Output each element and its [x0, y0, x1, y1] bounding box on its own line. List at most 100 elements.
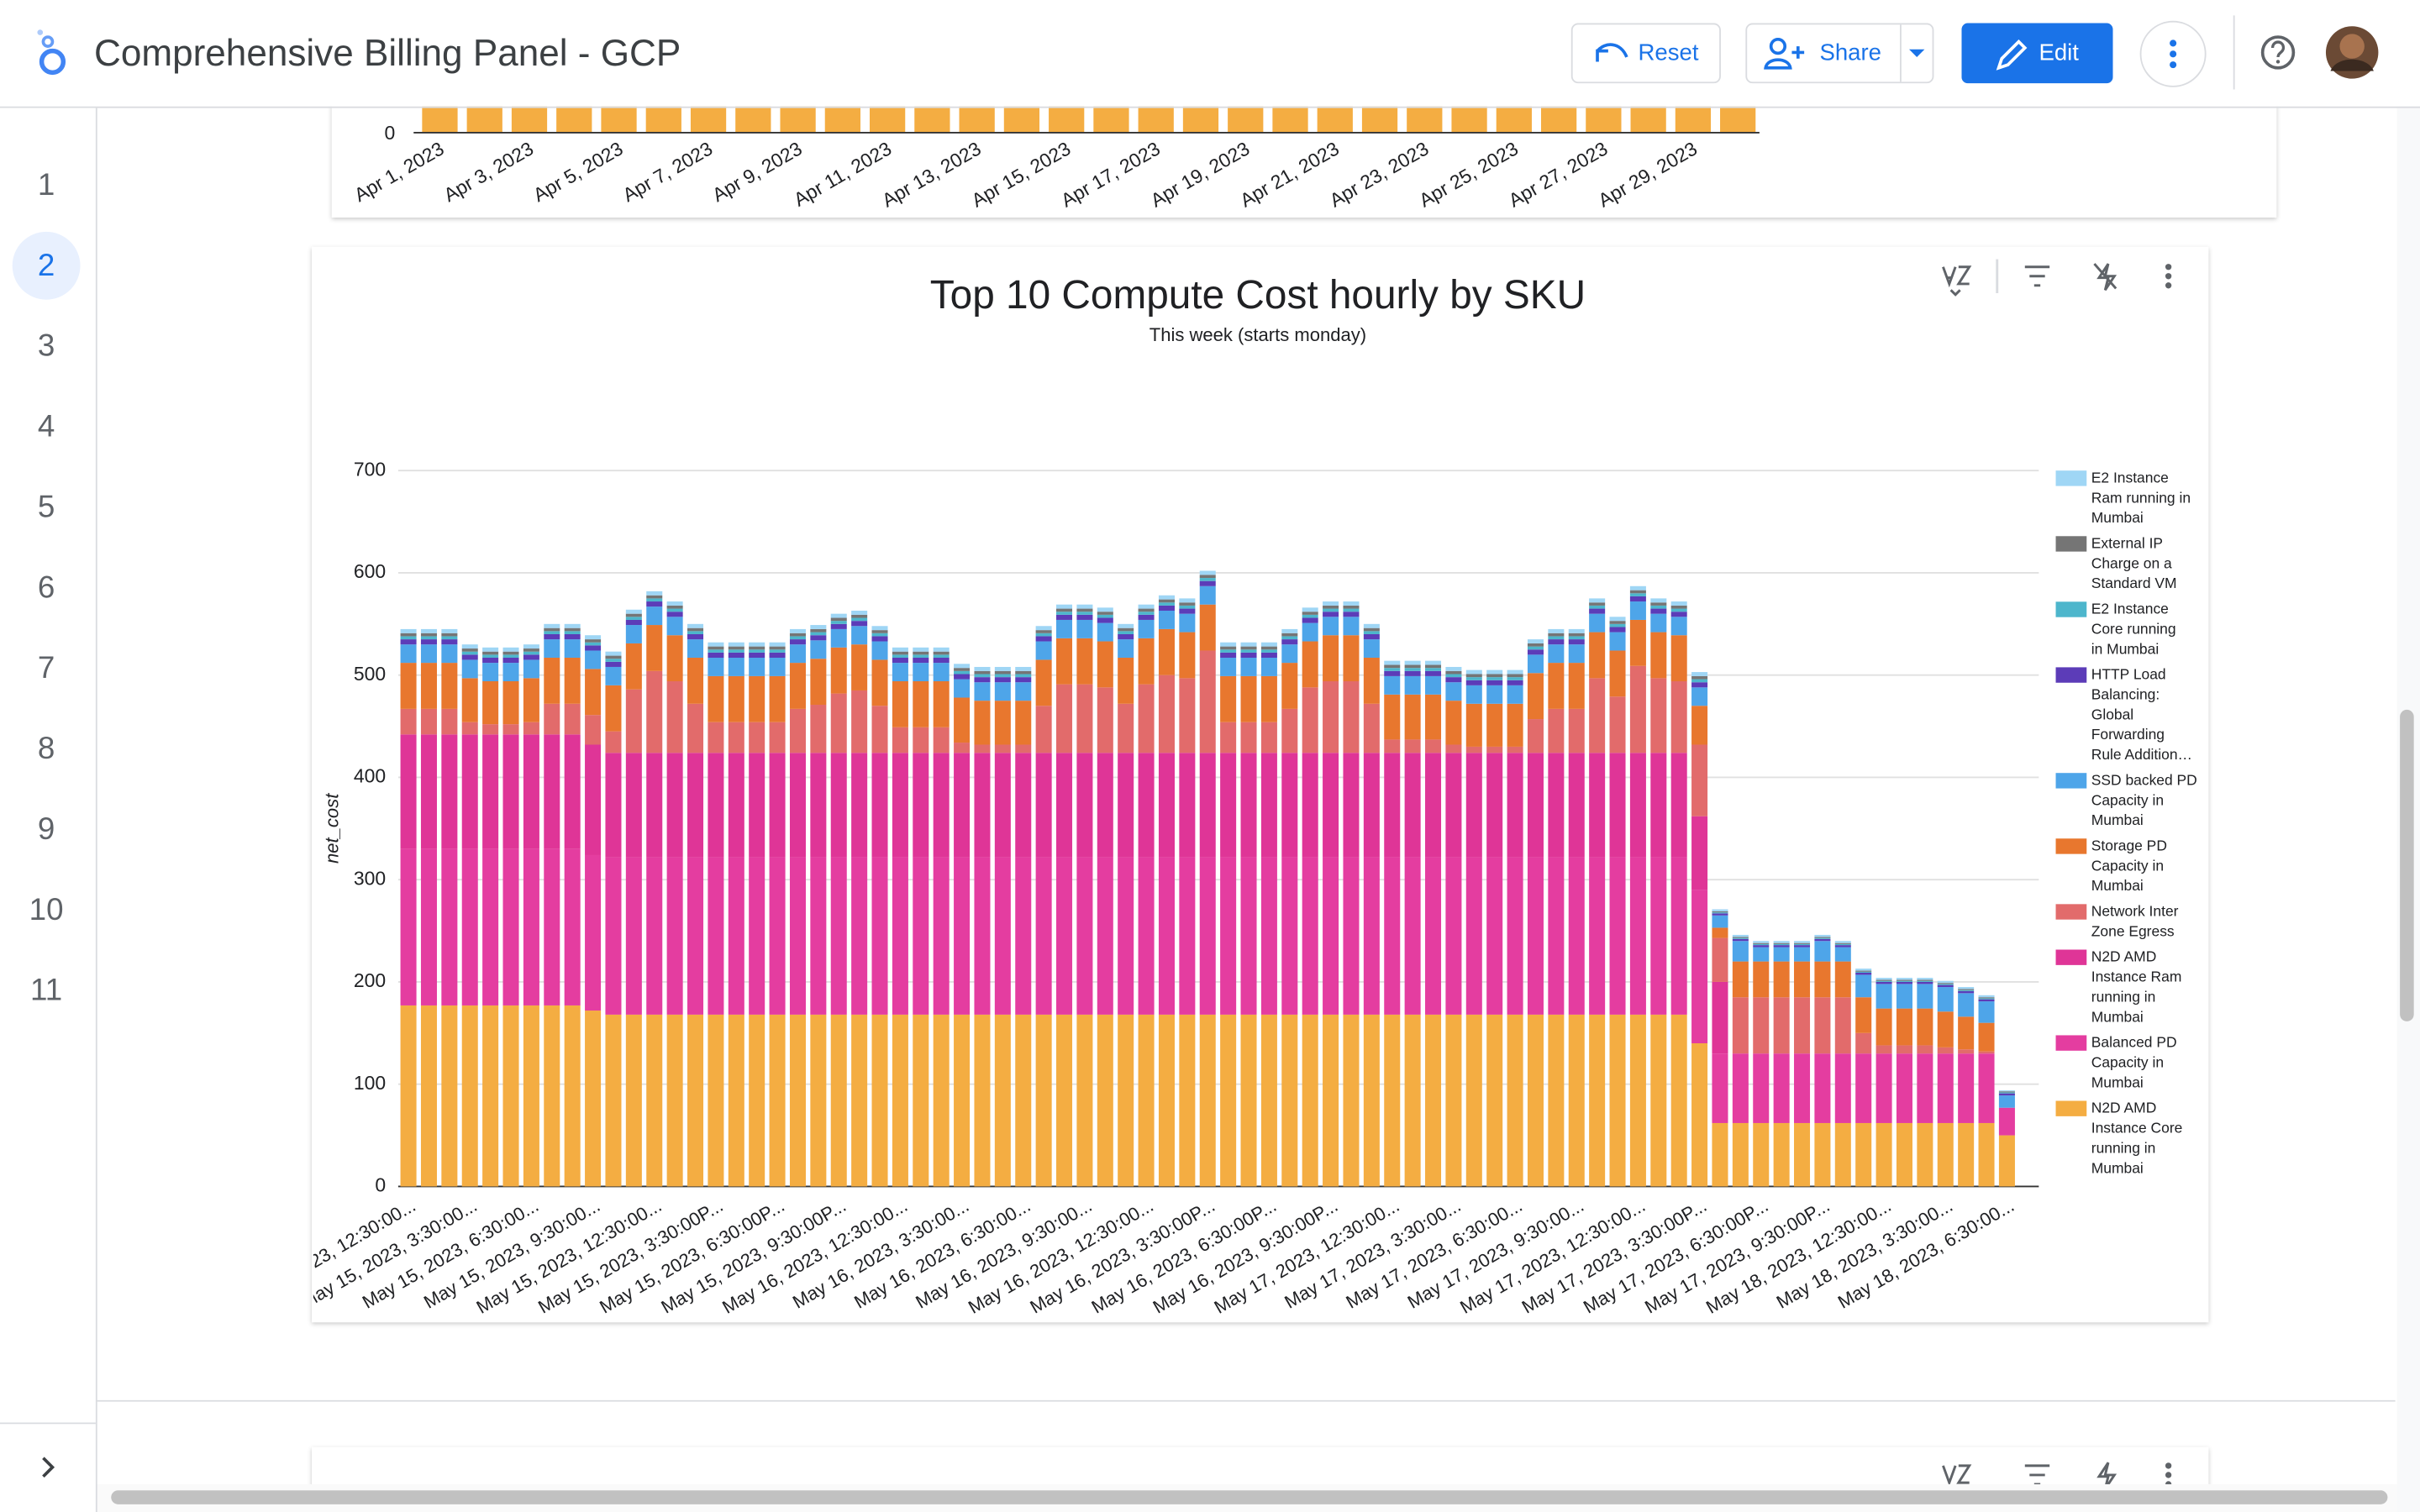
bar-segment: [1568, 1014, 1585, 1187]
bar-segment: [1445, 670, 1462, 675]
bar-segment: [1978, 1022, 1995, 1052]
bar-segment: [1015, 1014, 1032, 1187]
bar-segment: [871, 626, 888, 631]
expand-button[interactable]: [42, 1457, 55, 1478]
interaction-icon[interactable]: [2093, 263, 2118, 291]
share-button[interactable]: Share: [1745, 23, 1934, 84]
bar-segment: [400, 663, 417, 709]
page-number[interactable]: 9: [38, 811, 55, 846]
bar-segment: [974, 857, 991, 1015]
bar-segment: [441, 734, 458, 849]
bar-segment: [1138, 608, 1155, 612]
bar-segment: [441, 633, 458, 637]
bar-segment: [1199, 580, 1216, 586]
button-label[interactable]: Reset: [1639, 39, 1699, 66]
bar-segment: [646, 670, 663, 753]
bar-segment: [564, 631, 581, 635]
bar-segment: [1855, 969, 1872, 971]
y-tick-label: 300: [354, 867, 386, 889]
bar-segment: [1138, 612, 1155, 615]
bar-segment: [892, 658, 908, 664]
scroll-thumb[interactable]: [2400, 709, 2414, 1021]
bar-segment: [1917, 979, 1933, 981]
bar-segment: [1240, 646, 1257, 650]
avatar[interactable]: [2325, 26, 2379, 79]
bar-segment: [1917, 981, 1933, 984]
bar-segment: [1855, 997, 1872, 1033]
bar-segment: [1343, 608, 1360, 612]
page-number[interactable]: 2: [38, 248, 55, 282]
filter-icon[interactable]: [2024, 265, 2050, 287]
bar-segment: [502, 681, 519, 725]
bar-segment: [1035, 633, 1052, 637]
bar-segment: [1753, 942, 1770, 944]
bar-segment: [1548, 644, 1565, 664]
page-number[interactable]: 3: [38, 328, 55, 363]
bar-segment: [1978, 1051, 1995, 1054]
bar-segment: [1138, 1014, 1155, 1187]
help-button[interactable]: [2260, 35, 2296, 70]
bar-segment: [1465, 703, 1482, 747]
page-number[interactable]: 5: [38, 489, 55, 523]
more-button[interactable]: [2139, 20, 2207, 87]
bar-segment: [687, 658, 704, 704]
bar-segment: [749, 642, 765, 647]
bar-segment: [1343, 605, 1360, 609]
bar-segment: [1589, 753, 1606, 858]
bar-segment: [933, 753, 950, 858]
sort-icon[interactable]: [1942, 265, 1972, 297]
bar-segment: [605, 659, 622, 662]
bar-segment: [810, 635, 827, 641]
bar-segment: [400, 636, 417, 640]
bar-segment: [1958, 1053, 1975, 1123]
more-icon[interactable]: [2165, 264, 2172, 289]
bar-segment: [1814, 1122, 1831, 1187]
bar-segment: [1445, 744, 1462, 753]
bar-segment: [1589, 632, 1606, 679]
bar-segment: [728, 1014, 744, 1187]
bar-segment: [1896, 984, 1912, 1009]
bar-segment: [461, 1005, 478, 1187]
edit-button[interactable]: Edit: [1961, 23, 2113, 84]
bar-segment: [1076, 614, 1093, 620]
button-label[interactable]: Share: [1819, 39, 1881, 66]
more-icon[interactable]: [2165, 1462, 2172, 1488]
reset-button[interactable]: Reset: [1570, 23, 1721, 84]
page-number[interactable]: 10: [29, 892, 64, 927]
sort-icon[interactable]: [1942, 1464, 1972, 1487]
page-number[interactable]: 7: [38, 650, 55, 685]
legend-swatch: [2055, 1100, 2087, 1116]
bar-segment: [851, 1014, 868, 1187]
bar-segment: [1097, 687, 1113, 753]
bar-segment: [1486, 746, 1503, 753]
page-number[interactable]: 11: [30, 973, 62, 1007]
button-label[interactable]: Edit: [2039, 39, 2079, 66]
page-number[interactable]: 1: [38, 167, 55, 202]
logo[interactable]: [37, 29, 66, 76]
bar-segment: [1486, 857, 1503, 1015]
bar-segment: [994, 682, 1011, 701]
bar-segment: [1609, 617, 1626, 622]
bar-segment: [851, 626, 868, 645]
bar-segment: [1220, 646, 1237, 650]
page-number[interactable]: 6: [38, 570, 55, 604]
page-number[interactable]: 8: [38, 731, 55, 765]
bar-segment: [1179, 1014, 1196, 1187]
bar-segment: [1097, 614, 1113, 618]
bar-segment: [646, 601, 663, 607]
scroll-thumb[interactable]: [111, 1490, 2388, 1504]
page-number[interactable]: 4: [38, 409, 55, 444]
bar-segment: [994, 674, 1011, 678]
bar-segment: [625, 619, 642, 626]
y-tick-label: 500: [354, 663, 386, 685]
bar-segment: [1035, 641, 1052, 660]
bar-segment: [1527, 646, 1544, 650]
bar-segment: [1363, 753, 1380, 858]
bar-segment: [585, 642, 602, 646]
bar-segment: [1384, 664, 1401, 669]
bar-segment: [482, 724, 499, 735]
bar-segment: [1076, 604, 1093, 609]
bar-segment: [1958, 1016, 1975, 1050]
legend-swatch: [2055, 949, 2087, 965]
bar-segment: [974, 666, 991, 671]
